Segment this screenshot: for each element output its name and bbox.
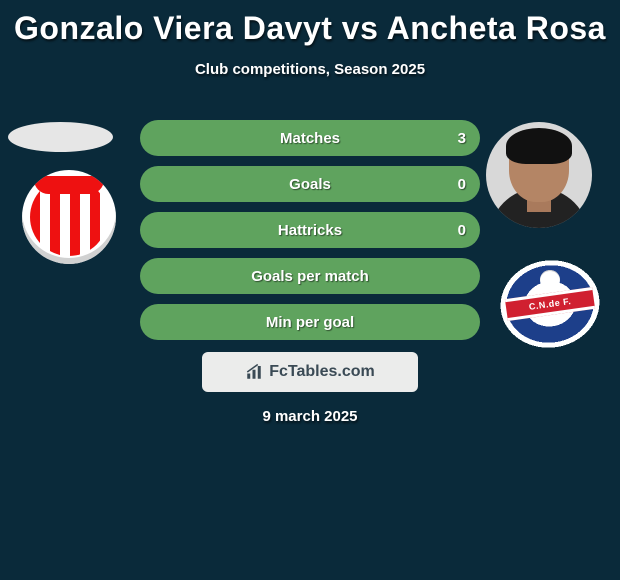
date-label: 9 march 2025: [0, 408, 620, 425]
stat-label: Min per goal: [266, 314, 354, 331]
stat-label: Hattricks: [278, 222, 342, 239]
stat-right: 3: [458, 130, 466, 147]
player1-avatar: [8, 122, 113, 152]
stat-label: Goals: [289, 176, 331, 193]
club2-badge: C.N.de F.: [500, 260, 600, 348]
stat-right: 0: [458, 176, 466, 193]
stat-row: Hattricks 0: [140, 212, 480, 248]
player2-avatar: [486, 122, 592, 228]
club1-badge: [22, 170, 116, 264]
fctables-text: FcTables.com: [269, 363, 375, 381]
stat-label: Matches: [280, 130, 340, 147]
fctables-logo-icon: [245, 363, 263, 381]
stat-row: Matches 3: [140, 120, 480, 156]
subtitle: Club competitions, Season 2025: [0, 61, 620, 78]
stats-panel: Matches 3 Goals 0 Hattricks 0 Goals per …: [140, 120, 480, 350]
stat-right: 0: [458, 222, 466, 239]
page-title: Gonzalo Viera Davyt vs Ancheta Rosa: [0, 0, 620, 47]
stat-row: Goals 0: [140, 166, 480, 202]
stat-row: Min per goal: [140, 304, 480, 340]
stat-row: Goals per match: [140, 258, 480, 294]
stat-label: Goals per match: [251, 268, 369, 285]
fctables-badge: FcTables.com: [202, 352, 418, 392]
